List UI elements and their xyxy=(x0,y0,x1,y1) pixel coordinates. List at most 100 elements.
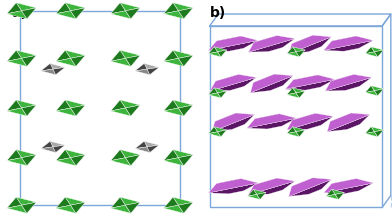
Polygon shape xyxy=(71,105,85,116)
Polygon shape xyxy=(65,3,85,11)
Polygon shape xyxy=(365,52,378,57)
Polygon shape xyxy=(209,93,221,98)
Polygon shape xyxy=(324,183,373,194)
Polygon shape xyxy=(247,117,296,128)
Polygon shape xyxy=(111,3,125,14)
Polygon shape xyxy=(7,149,22,161)
Polygon shape xyxy=(71,155,85,166)
Polygon shape xyxy=(56,205,76,213)
Polygon shape xyxy=(209,182,258,193)
Polygon shape xyxy=(214,47,227,52)
Polygon shape xyxy=(296,50,305,57)
Polygon shape xyxy=(250,76,293,93)
Polygon shape xyxy=(335,192,344,199)
Polygon shape xyxy=(125,155,140,166)
Polygon shape xyxy=(7,3,22,14)
Polygon shape xyxy=(22,55,36,67)
Polygon shape xyxy=(173,100,193,108)
Polygon shape xyxy=(292,35,313,44)
Polygon shape xyxy=(16,197,36,205)
Polygon shape xyxy=(253,189,266,194)
Polygon shape xyxy=(218,130,227,137)
Polygon shape xyxy=(287,113,333,130)
Polygon shape xyxy=(289,179,331,196)
Polygon shape xyxy=(111,100,125,111)
Polygon shape xyxy=(292,113,316,121)
Polygon shape xyxy=(111,108,131,116)
Polygon shape xyxy=(212,115,254,132)
Polygon shape xyxy=(365,91,378,96)
Polygon shape xyxy=(296,130,305,137)
Polygon shape xyxy=(7,158,27,166)
Polygon shape xyxy=(125,105,140,116)
Polygon shape xyxy=(56,158,76,166)
Polygon shape xyxy=(7,100,22,111)
Polygon shape xyxy=(214,88,227,93)
Polygon shape xyxy=(56,108,76,116)
Polygon shape xyxy=(249,181,295,195)
Polygon shape xyxy=(209,40,258,51)
Polygon shape xyxy=(209,179,258,193)
Polygon shape xyxy=(325,77,372,91)
Polygon shape xyxy=(71,202,85,213)
Polygon shape xyxy=(56,11,76,19)
Polygon shape xyxy=(135,141,147,149)
Polygon shape xyxy=(56,149,71,161)
Polygon shape xyxy=(289,35,331,54)
Polygon shape xyxy=(218,91,227,98)
Polygon shape xyxy=(173,197,193,205)
Polygon shape xyxy=(371,127,383,132)
Polygon shape xyxy=(22,8,36,19)
Polygon shape xyxy=(285,79,335,90)
Polygon shape xyxy=(178,155,193,166)
Polygon shape xyxy=(327,113,370,132)
Polygon shape xyxy=(249,38,295,52)
Polygon shape xyxy=(287,116,333,130)
Polygon shape xyxy=(56,50,71,61)
Polygon shape xyxy=(249,178,295,195)
Polygon shape xyxy=(374,50,383,57)
Polygon shape xyxy=(289,37,331,54)
Polygon shape xyxy=(71,8,85,19)
Polygon shape xyxy=(111,50,125,61)
Polygon shape xyxy=(56,197,71,208)
Polygon shape xyxy=(65,149,85,158)
Polygon shape xyxy=(173,3,193,11)
Polygon shape xyxy=(209,88,218,95)
Polygon shape xyxy=(163,108,184,116)
Polygon shape xyxy=(125,55,140,67)
Polygon shape xyxy=(7,58,27,67)
Polygon shape xyxy=(120,3,140,11)
Polygon shape xyxy=(178,8,193,19)
Polygon shape xyxy=(56,3,71,14)
Polygon shape xyxy=(16,149,36,158)
Polygon shape xyxy=(111,158,131,166)
Polygon shape xyxy=(289,179,331,196)
Polygon shape xyxy=(41,147,56,152)
Polygon shape xyxy=(210,77,256,91)
Polygon shape xyxy=(163,58,184,67)
Polygon shape xyxy=(147,145,159,152)
Polygon shape xyxy=(326,189,335,196)
Polygon shape xyxy=(163,3,178,14)
Polygon shape xyxy=(247,118,296,129)
Polygon shape xyxy=(56,58,76,67)
Polygon shape xyxy=(147,67,159,75)
Polygon shape xyxy=(209,40,258,50)
Polygon shape xyxy=(287,116,333,130)
Polygon shape xyxy=(249,181,295,195)
Polygon shape xyxy=(327,115,370,132)
Polygon shape xyxy=(209,132,221,137)
Polygon shape xyxy=(178,202,193,213)
Polygon shape xyxy=(330,113,351,122)
Polygon shape xyxy=(324,179,373,193)
Polygon shape xyxy=(56,100,71,111)
Polygon shape xyxy=(111,149,125,161)
Polygon shape xyxy=(296,91,305,98)
Polygon shape xyxy=(209,127,218,134)
Polygon shape xyxy=(50,64,65,69)
Polygon shape xyxy=(257,192,266,199)
Polygon shape xyxy=(41,69,56,75)
Polygon shape xyxy=(120,100,140,108)
Polygon shape xyxy=(365,86,374,93)
